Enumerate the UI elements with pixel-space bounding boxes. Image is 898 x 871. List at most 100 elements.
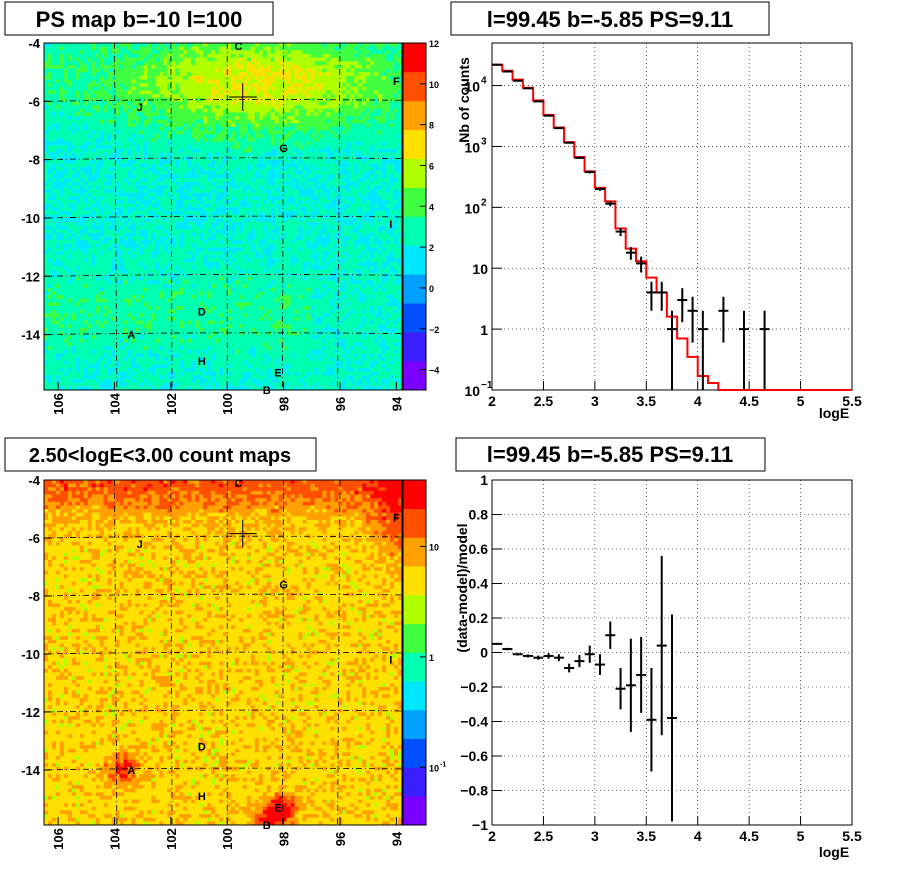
residual-y-tick-label: −0.4 — [460, 714, 488, 730]
residual-panel: l=99.45 b=-5.85 PS=9.11 2 2.5 3 3.5 4 4.5 5 5.5… — [454, 437, 862, 860]
map-source-label: E — [274, 368, 281, 380]
map-x-tick-label: 106 — [51, 828, 66, 850]
residual-x-tick-label: 3 — [591, 828, 599, 844]
count-map-pixels — [44, 480, 403, 826]
residual-x-tick-label: 2 — [488, 828, 496, 844]
map-x-tick-label: 98 — [277, 832, 292, 846]
map-source-label: H — [198, 791, 206, 803]
map-x-tick-label: 100 — [220, 393, 235, 415]
ps-map-panel: PS map b=-10 l=100 106 104 102 100 98 96 94-4-… — [4, 1, 439, 415]
map-source-label: I — [389, 219, 392, 231]
spectrum-y-tick-exponent: 3 — [481, 136, 487, 147]
map-source-label: F — [393, 513, 400, 525]
map-source-label: A — [127, 765, 135, 777]
ps-map-title-box: PS map b=-10 l=100 — [4, 1, 274, 36]
map-frame — [43, 42, 403, 391]
map-source-label: A — [127, 330, 135, 342]
residual-x-tick-label: 5 — [797, 828, 805, 844]
residual-y-tick-label: −0.8 — [460, 783, 488, 799]
spectrum-y-tick-label: 10 — [464, 79, 480, 95]
map-gridline-l — [170, 42, 173, 391]
map-source-label: B — [263, 820, 271, 832]
map-x-tick-label: 94 — [389, 831, 404, 846]
colorbar-tick-label: 10 — [429, 80, 439, 90]
map-gridline-l — [170, 479, 173, 826]
colorbar-tick-label: −2 — [429, 325, 439, 335]
map-y-tick-label: -8 — [28, 153, 40, 168]
spectrum-y-tick-exponent: 2 — [481, 197, 487, 208]
ps-colorbar: 12 10 8 6 4 2 0 −2 −4 — [402, 39, 439, 391]
map-source-label: I — [389, 655, 392, 667]
map-x-tick-label: 104 — [107, 392, 122, 414]
map-gridline-l — [114, 42, 118, 391]
map-gridline-l — [337, 479, 341, 826]
residual-title-box: l=99.45 b=-5.85 PS=9.11 — [455, 437, 766, 472]
map-source-label: B — [263, 385, 271, 397]
spectrum-y-tick-exponent: 4 — [481, 76, 487, 87]
colorbar-tick-label: 12 — [429, 39, 439, 49]
map-gridline-l — [114, 479, 118, 826]
map-x-tick-label: 96 — [333, 397, 348, 411]
map-x-tick-label: 94 — [389, 396, 404, 411]
residual-y-tick-label: 0.8 — [469, 507, 489, 523]
colorbar-frame — [402, 479, 427, 826]
map-y-tick-label: -12 — [21, 269, 40, 284]
colorbar-tick-label: 10 — [429, 763, 439, 773]
ps-map-title: PS map b=-10 l=100 — [36, 7, 243, 32]
residual-x-tick-label: 2.5 — [534, 828, 554, 844]
spectrum-x-tick-label: 4 — [694, 393, 702, 409]
map-source-label: F — [393, 76, 400, 88]
residual-y-tick-label: 1 — [480, 472, 488, 488]
colorbar-tick-label: 2 — [429, 243, 434, 253]
map-x-tick-label: 98 — [277, 397, 292, 411]
colorbar-tick-exponent: -1 — [440, 761, 446, 768]
spectrum-y-tick-exponent: −1 — [481, 380, 493, 391]
spectrum-y-tick-label: 10 — [472, 261, 488, 277]
map-source-label: E — [274, 803, 281, 815]
spectrum-x-tick-label: 5 — [797, 393, 805, 409]
colorbar-tick-label: 10 — [429, 542, 439, 552]
spectrum-x-tick-label: 3.5 — [637, 393, 657, 409]
count-map-panel: 2.50<logE<3.00 count maps 106 104 102 100 98… — [4, 437, 446, 850]
map-y-tick-label: -8 — [28, 589, 40, 604]
spectrum-x-tick-label: 2.5 — [534, 393, 554, 409]
spectrum-y-tick-label: 10 — [464, 139, 480, 155]
map-source-label: D — [198, 742, 206, 754]
count-map-title-box: 2.50<logE<3.00 count maps — [4, 437, 317, 472]
spectrum-x-tick-label: 4.5 — [739, 393, 759, 409]
residual-xlabel: logE — [819, 844, 849, 860]
map-source-label: G — [279, 579, 288, 591]
map-y-tick-label: -10 — [21, 211, 40, 226]
spectrum-y-tick-label: 1 — [480, 322, 488, 338]
residual-x-tick-label: 3.5 — [637, 828, 657, 844]
map-y-tick-label: -12 — [21, 705, 40, 720]
residual-x-tick-label: 5.5 — [842, 828, 862, 844]
map-y-tick-label: -14 — [21, 763, 41, 778]
spectrum-x-tick-label: 5.5 — [842, 393, 862, 409]
residual-ylabel: (data-model)/model — [454, 523, 470, 652]
residual-y-tick-label: −0.6 — [460, 748, 488, 764]
map-gridline-l — [337, 42, 341, 391]
colorbar-tick-label: −4 — [429, 366, 439, 376]
residual-y-tick-label: 0.2 — [469, 610, 489, 626]
map-frame — [43, 479, 403, 826]
spectrum-title-box: l=99.45 b=-5.85 PS=9.11 — [450, 1, 770, 36]
residual-title: l=99.45 b=-5.85 PS=9.11 — [487, 442, 733, 467]
map-source-label: H — [198, 356, 206, 368]
spectrum-title: l=99.45 b=-5.85 PS=9.11 — [487, 7, 733, 32]
residual-x-tick-label: 4 — [694, 828, 702, 844]
residual-y-tick-label: 0.4 — [469, 576, 489, 592]
colorbar-tick-label: 8 — [429, 121, 434, 131]
map-source-label: C — [235, 41, 243, 53]
map-source-label: G — [279, 143, 288, 155]
map-y-tick-label: -14 — [21, 328, 41, 343]
spectrum-ylabel: Nb of counts — [456, 57, 472, 143]
map-y-tick-label: -4 — [28, 36, 40, 51]
spectrum-y-tick-label: 10 — [464, 383, 480, 399]
count-map-title: 2.50<logE<3.00 count maps — [29, 445, 291, 467]
residual-x-tick-label: 4.5 — [739, 828, 759, 844]
map-source-label: C — [235, 478, 243, 490]
map-source-label: J — [137, 539, 143, 551]
